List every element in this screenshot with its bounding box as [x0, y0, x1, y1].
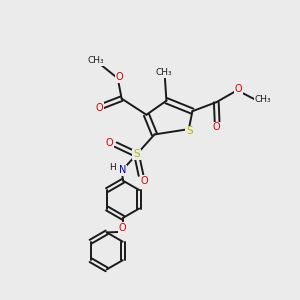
- Text: O: O: [105, 138, 113, 148]
- Text: O: O: [116, 72, 123, 82]
- Text: O: O: [235, 84, 242, 94]
- Text: O: O: [141, 176, 148, 186]
- Text: S: S: [133, 149, 140, 160]
- Text: H: H: [109, 163, 116, 172]
- Text: S: S: [186, 127, 193, 136]
- Text: O: O: [95, 103, 103, 113]
- Text: N: N: [119, 165, 127, 175]
- Text: CH₃: CH₃: [255, 95, 271, 104]
- Text: CH₃: CH₃: [155, 68, 172, 77]
- Text: O: O: [212, 122, 220, 132]
- Text: CH₃: CH₃: [87, 56, 104, 65]
- Text: O: O: [119, 223, 126, 233]
